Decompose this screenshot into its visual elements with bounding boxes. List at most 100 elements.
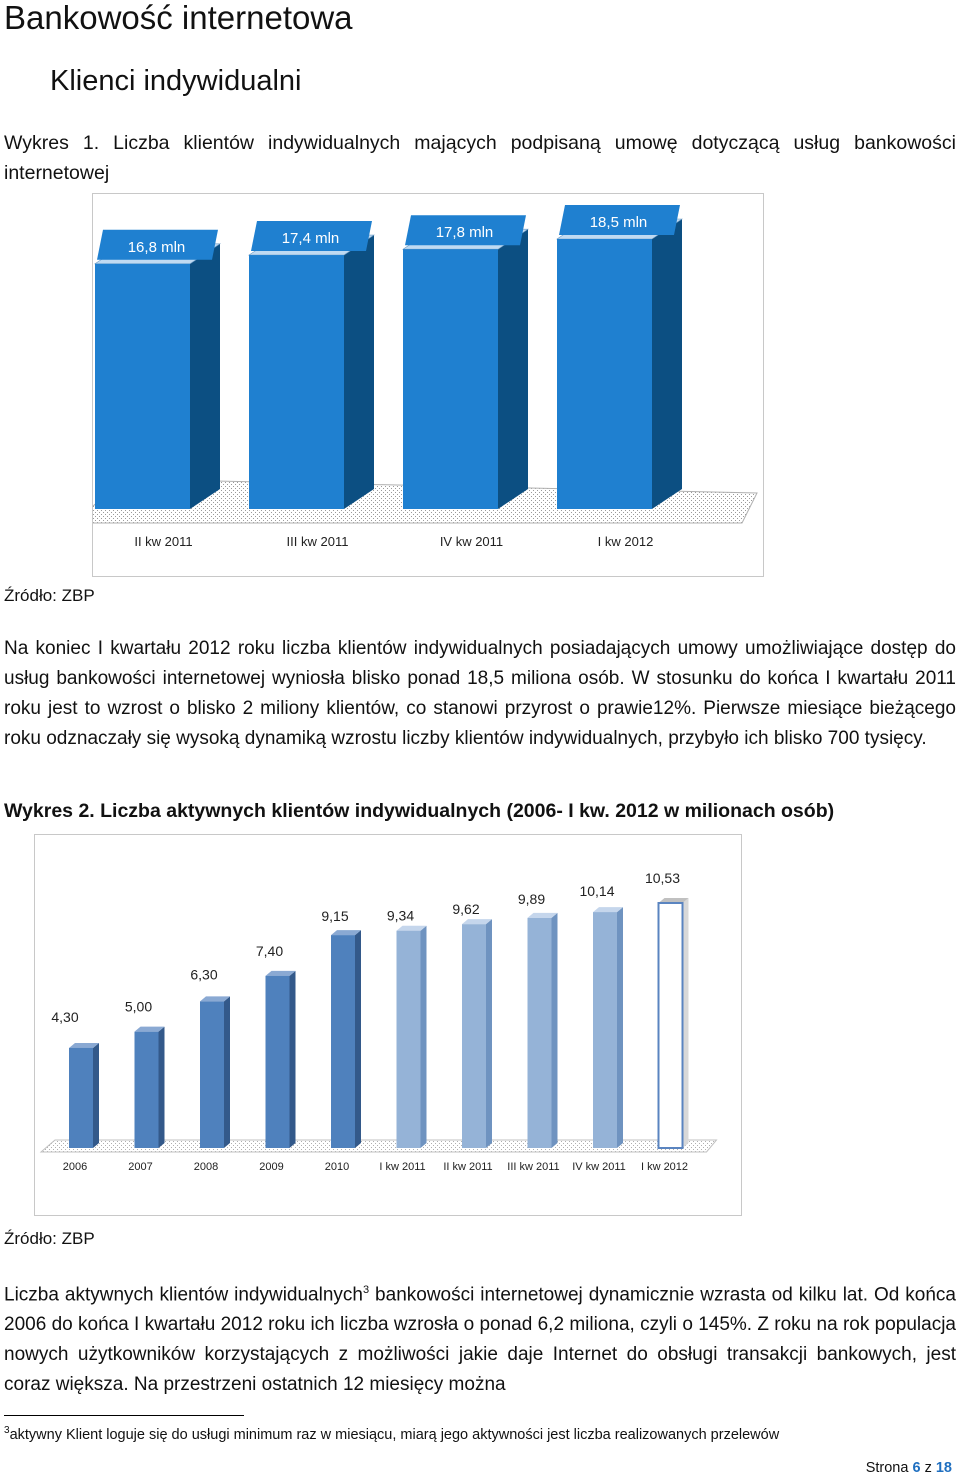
chart2-bar-front bbox=[527, 917, 552, 1148]
chart2-tick-label-8: III kw 2011 bbox=[507, 1161, 559, 1173]
chart2-bar-side bbox=[682, 898, 689, 1148]
page-number-total: 18 bbox=[935, 1460, 952, 1476]
chart1-bar-2 bbox=[248, 234, 375, 509]
chart1-data-label-text: 17,4 mln bbox=[282, 230, 340, 247]
chart2-bar-10 bbox=[657, 898, 689, 1149]
chart2-data-label-7: 9,62 bbox=[452, 901, 479, 917]
chart2-data-label-3: 6,30 bbox=[190, 966, 217, 982]
chart2-data-label-1: 4,30 bbox=[51, 1009, 78, 1025]
chart1-source: Źródło: ZBP bbox=[4, 586, 95, 605]
chart2-data-label-6: 9,34 bbox=[387, 908, 414, 924]
chart2-data-label-10: 10,53 bbox=[645, 870, 680, 886]
chart2-tick-label-3: 2008 bbox=[194, 1161, 218, 1173]
chart2-tick-label-6: I kw 2011 bbox=[379, 1161, 425, 1173]
chart2-bar-6 bbox=[396, 925, 427, 1148]
chart2-bar-top bbox=[593, 907, 623, 913]
chart2-bar-side bbox=[355, 930, 361, 1148]
chart2-bar-5 bbox=[331, 930, 361, 1148]
chart2-bar-front bbox=[69, 1047, 93, 1148]
chart2-tick-label-2: 2007 bbox=[128, 1161, 152, 1173]
chart1-bar-front bbox=[249, 255, 344, 509]
chart1-tick-label-1: II kw 2011 bbox=[134, 534, 192, 549]
chart2-bar-top bbox=[69, 1042, 99, 1048]
paragraph-aktywni-rest: bankowości internetowej dynamicznie wzra… bbox=[4, 1284, 956, 1396]
chart2-bar-top bbox=[134, 1026, 165, 1032]
chart2-bar-2 bbox=[134, 1026, 165, 1148]
chart1-tick-label-4: I kw 2012 bbox=[598, 534, 654, 549]
paragraph-umowy: Na koniec I kwartału 2012 roku liczba kl… bbox=[4, 638, 956, 749]
chart2-bars bbox=[69, 898, 689, 1149]
chart2-tick-label-10: I kw 2012 bbox=[641, 1161, 688, 1173]
chart1-label-banner bbox=[251, 221, 372, 252]
chart2-bar-9 bbox=[593, 907, 623, 1148]
chart2-data-label-2: 5,00 bbox=[125, 999, 152, 1015]
chart2-tick-labels: 2006 2007 2008 2009 2010 I kw 2011 II kw 2011 I… bbox=[63, 1161, 688, 1173]
footnote: 3aktywny Klient loguje się do usługi min… bbox=[4, 1420, 779, 1446]
chart2-bar-front bbox=[462, 924, 486, 1148]
chart1-bar-side bbox=[190, 243, 220, 510]
chart2-bar-side bbox=[617, 907, 623, 1148]
chart1-data-label-4: 18,5 mln bbox=[559, 205, 680, 235]
chart1-bar-side bbox=[498, 229, 528, 509]
chart1-data-label-text: 17,8 mln bbox=[436, 224, 494, 241]
chart2-source: Źródło: ZBP bbox=[4, 1229, 95, 1248]
chart2-bar-3 bbox=[200, 996, 230, 1148]
chart2-bar-top bbox=[658, 898, 689, 903]
chart1-tick-label-2: III kw 2011 bbox=[287, 534, 349, 549]
chart2-bar-top bbox=[396, 925, 427, 931]
footnote-text: aktywny Klient loguje się do usługi mini… bbox=[9, 1426, 780, 1443]
chart2-tick-label-1: 2006 bbox=[63, 1161, 87, 1173]
chart1-frame: 16,8 mln 17,4 mln 17,8 mln 18,5 mln II kw 2… bbox=[71, 193, 764, 577]
footnote-ref[interactable]: 3 bbox=[362, 1284, 370, 1296]
chart2-bar-4 bbox=[265, 970, 296, 1148]
chart2-bar-top bbox=[527, 912, 558, 918]
page-number-middle: z bbox=[920, 1460, 936, 1476]
footnote-divider bbox=[4, 1415, 244, 1416]
page-number-prefix: Strona bbox=[865, 1460, 913, 1476]
chart2-bar-1 bbox=[69, 1042, 99, 1148]
chart2-data-label-5: 9,15 bbox=[321, 908, 348, 924]
chart2-data-label-4: 7,40 bbox=[256, 943, 283, 959]
chart2-bar-top bbox=[200, 996, 230, 1002]
chart2-frame: 4,30 5,00 6,30 7,40 9,15 9,34 9,62 9,89 10,14 10,… bbox=[34, 834, 742, 1216]
paragraph-aktywni: Liczba aktywnych klientów indywidualnych… bbox=[4, 1275, 956, 1400]
chart1-bar-3 bbox=[402, 228, 529, 509]
chart1-tick-labels: II kw 2011 III kw 2011 IV kw 2011 I kw 2012 bbox=[134, 534, 653, 549]
chart2-data-label-9: 10,14 bbox=[579, 883, 614, 899]
chart2-bar-side bbox=[486, 919, 492, 1148]
chart1-label-banner bbox=[559, 205, 680, 235]
chart1-data-labels: 16,8 mln 17,4 mln 17,8 mln 18,5 mln bbox=[97, 205, 680, 260]
chart2-tick-label-9: IV kw 2011 bbox=[572, 1161, 626, 1173]
chart2-bar-top bbox=[331, 930, 361, 936]
chart1-data-label-3: 17,8 mln bbox=[405, 215, 526, 246]
chart1-bar-1 bbox=[94, 243, 221, 510]
page-title: Bankowość internetowa bbox=[4, 0, 353, 36]
chart1-bar-front bbox=[557, 239, 652, 509]
chart2-bar-front bbox=[265, 975, 290, 1148]
chart2-bar-top bbox=[462, 919, 492, 925]
chart1-bar-4 bbox=[556, 218, 683, 509]
chart2-bar-side bbox=[420, 925, 427, 1148]
footnote-number: 3 bbox=[4, 1425, 10, 1436]
chart2-caption: Wykres 2. Liczba aktywnych klientów indy… bbox=[4, 800, 835, 822]
chart2-tick-label-5: 2010 bbox=[325, 1161, 349, 1173]
chart2-bar-side bbox=[158, 1026, 165, 1148]
chart2-bar-8 bbox=[527, 912, 558, 1148]
chart1-svg: 16,8 mln 17,4 mln 17,8 mln 18,5 mln II kw 2… bbox=[71, 205, 758, 549]
chart1-data-label-1: 16,8 mln bbox=[97, 229, 218, 260]
chart1-bar-front bbox=[403, 249, 498, 509]
chart2-bar-front bbox=[657, 902, 684, 1149]
chart2-tick-label-7: II kw 2011 bbox=[443, 1161, 492, 1173]
chart1-data-label-text: 18,5 mln bbox=[590, 214, 648, 231]
chart1-data-label-2: 17,4 mln bbox=[251, 221, 372, 252]
chart1-label-banner bbox=[405, 215, 526, 246]
chart1-bars bbox=[94, 218, 683, 510]
chart2-svg: 4,30 5,00 6,30 7,40 9,15 9,34 9,62 9,89 10,14 10,… bbox=[39, 870, 718, 1173]
chart2-bar-side bbox=[224, 996, 230, 1148]
chart2-bar-front bbox=[396, 930, 421, 1148]
page-number: Strona 6 z 18 bbox=[866, 1458, 952, 1478]
chart1-data-label-text: 16,8 mln bbox=[128, 239, 186, 256]
chart1-bar-front bbox=[95, 263, 190, 509]
paragraph-aktywni-start: Liczba aktywnych klientów indywidualnych bbox=[4, 1284, 363, 1306]
chart2-bar-front bbox=[200, 1001, 224, 1148]
